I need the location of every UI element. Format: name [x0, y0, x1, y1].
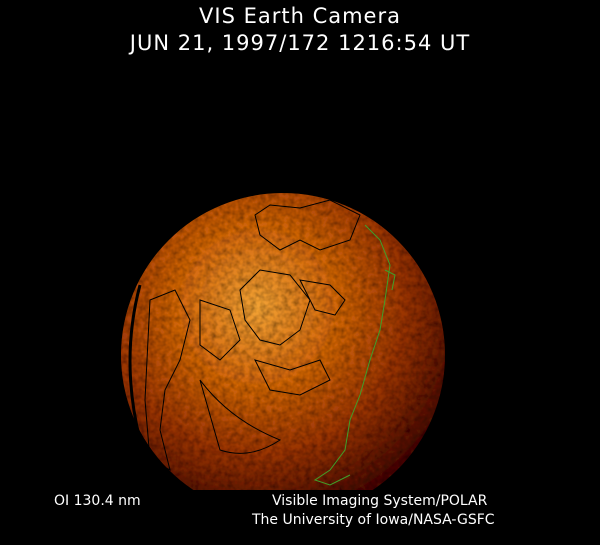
wavelength-label: OI 130.4 nm: [54, 493, 141, 509]
instrument-label: Visible Imaging System/POLAR: [272, 493, 488, 509]
image-title: VIS Earth Camera: [199, 4, 401, 28]
institution-label: The University of Iowa/NASA-GSFC: [252, 512, 495, 528]
image-timestamp: JUN 21, 1997/172 1216:54 UT: [129, 31, 471, 55]
earth-disc: [121, 193, 445, 490]
limb-arc: [128, 284, 142, 441]
coastlines-night: [144, 199, 361, 471]
coastlines-day: [313, 224, 396, 486]
